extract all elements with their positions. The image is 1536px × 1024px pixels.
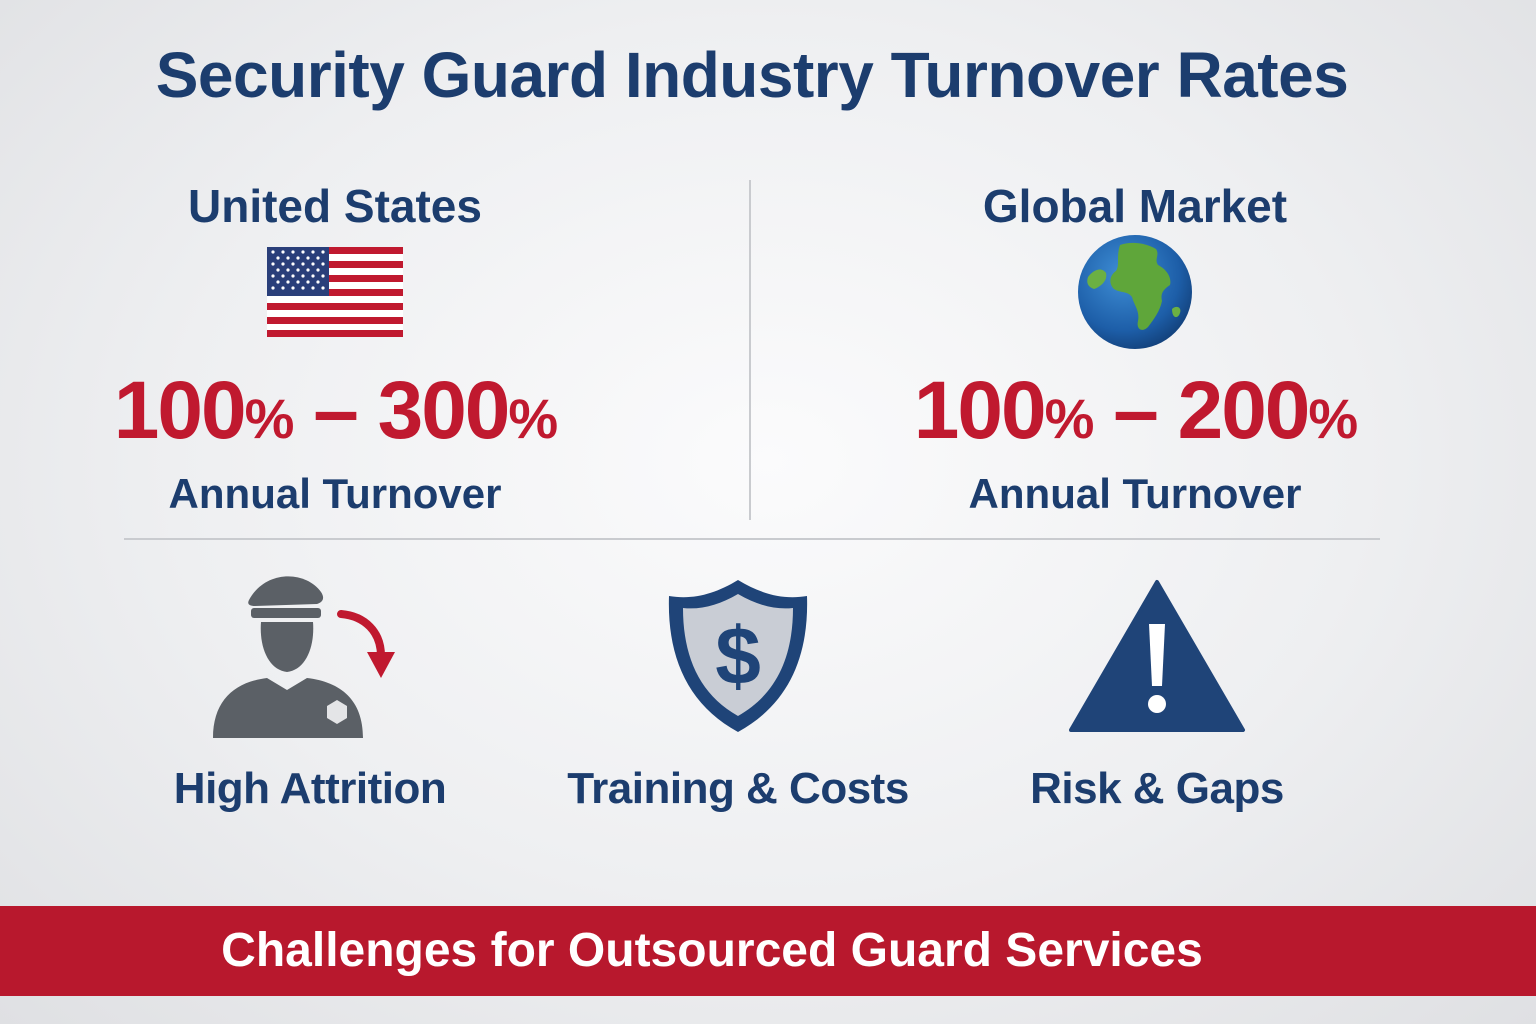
region-global-market: Global Market 100% – 200% Annual Turnove… — [855, 175, 1415, 521]
bottom-banner: Challenges for Outsourced Guard Services — [0, 906, 1536, 996]
turnover-label: Annual Turnover — [168, 470, 502, 517]
challenge-risk-gaps: Risk & Gaps — [967, 570, 1347, 814]
svg-text:$: $ — [715, 611, 761, 702]
region-name: United States — [188, 180, 482, 232]
turnover-range: 100% – 300% — [113, 365, 558, 456]
page-title: Security Guard Industry Turnover Rates — [155, 39, 1349, 111]
region-name: Global Market — [982, 180, 1288, 232]
us-flag-icon — [267, 247, 403, 337]
region-united-states: United States — [55, 175, 615, 521]
challenge-training-costs: $ Training & Costs — [548, 570, 928, 814]
horizontal-divider — [124, 538, 1380, 540]
challenge-high-attrition: High Attrition — [120, 570, 500, 814]
guard-leaving-icon — [213, 576, 395, 738]
warning-triangle-icon — [1069, 580, 1245, 732]
globe-icon — [1078, 235, 1192, 349]
challenge-label: Risk & Gaps — [1030, 764, 1284, 813]
turnover-label: Annual Turnover — [968, 470, 1302, 517]
challenge-label: Training & Costs — [567, 764, 909, 813]
vertical-divider — [749, 180, 751, 520]
challenge-label: High Attrition — [173, 764, 447, 813]
shield-dollar-icon: $ — [668, 580, 808, 732]
turnover-range: 100% – 200% — [913, 365, 1358, 456]
banner-text: Challenges for Outsourced Guard Services — [221, 924, 1203, 977]
